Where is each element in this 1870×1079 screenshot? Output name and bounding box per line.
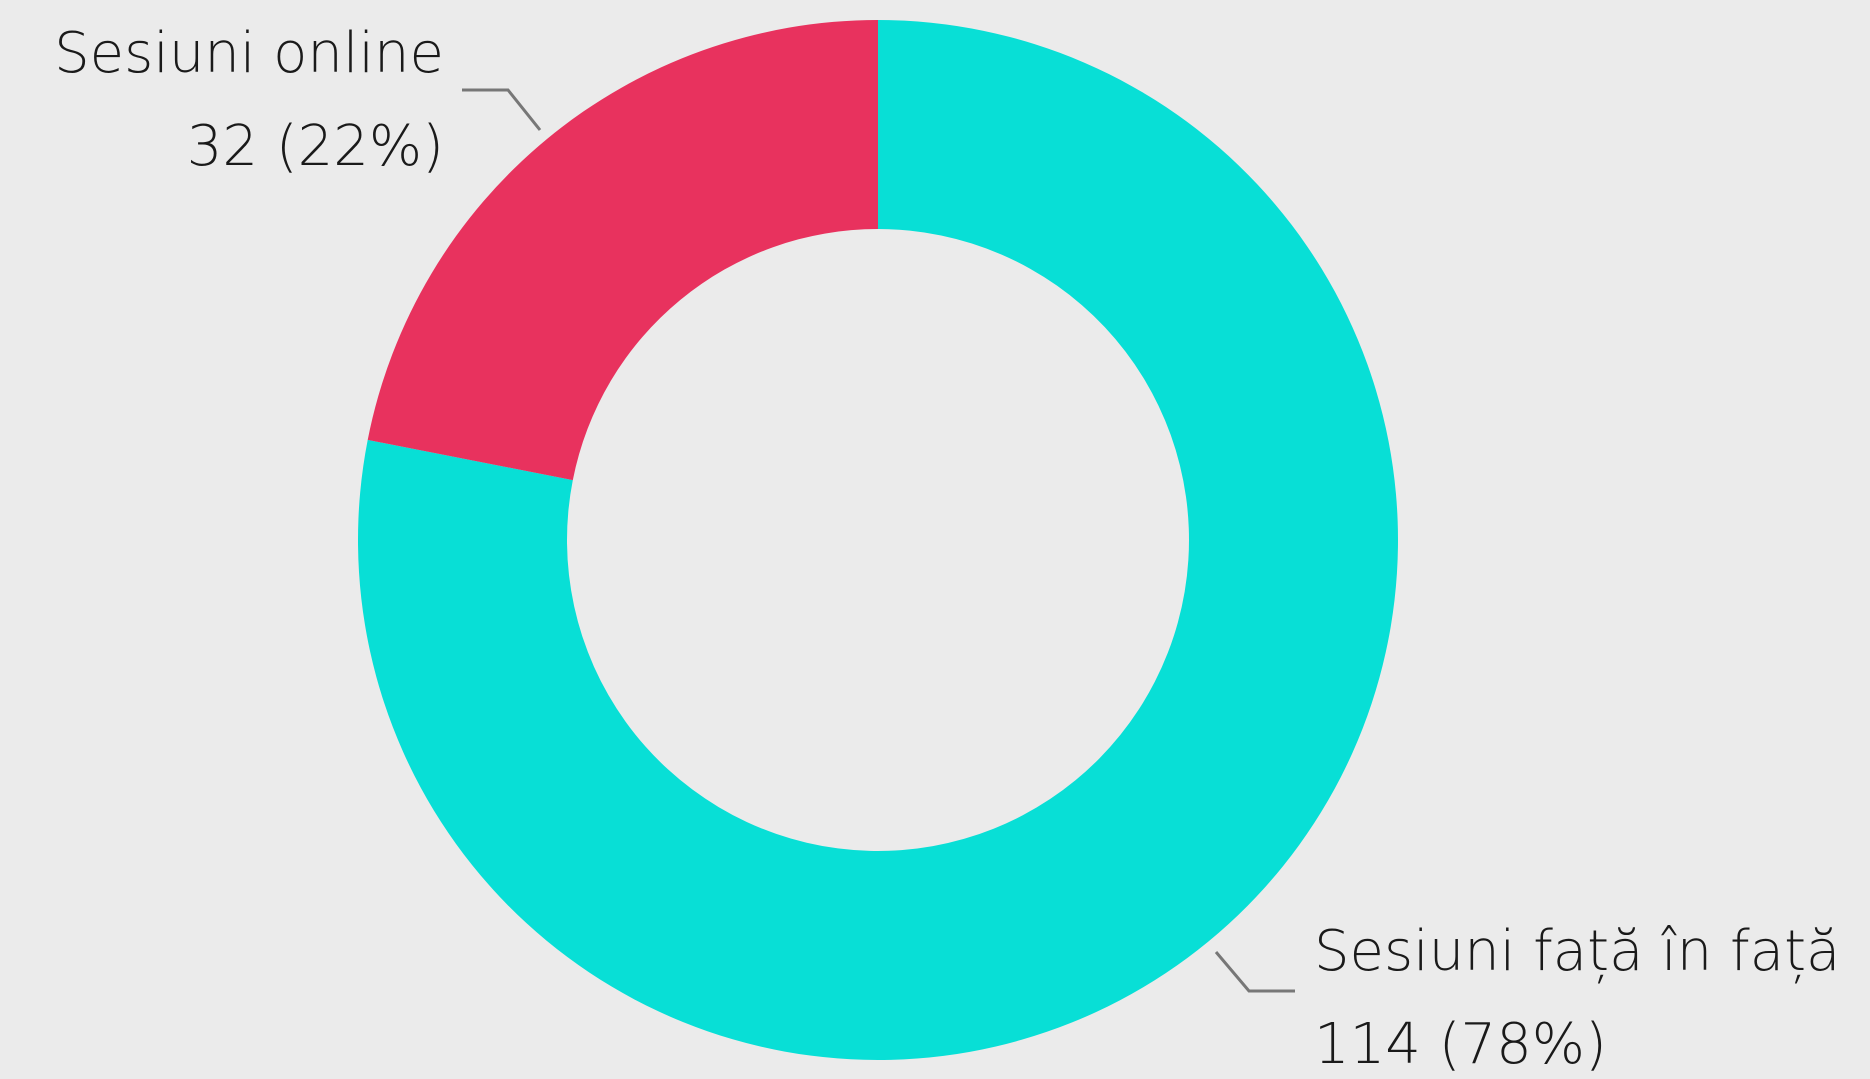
data-labels: Sesiuni față în față 114 (78%) Sesiuni onl…: [54, 21, 1840, 1077]
data-label-name-online: Sesiuni online: [54, 21, 444, 86]
donut-slice-fata-in-fata: [357, 20, 1398, 1060]
donut-slices: [357, 19, 1398, 1060]
donut-slice-online: [367, 19, 878, 481]
data-label-value-online: 32 (22%): [187, 114, 444, 179]
data-label-name-fata-in-fata: Sesiuni față în față: [1314, 919, 1840, 984]
leader-line-online: [462, 88, 542, 131]
data-label-value-fata-in-fata: 114 (78%): [1314, 1012, 1607, 1077]
leader-line-fata-in-fata: [1214, 951, 1295, 993]
